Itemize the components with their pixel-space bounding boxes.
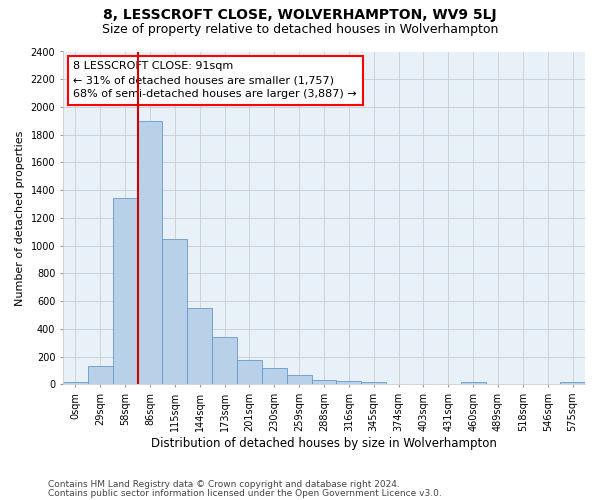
Bar	[337, 381, 361, 384]
Bar	[163, 238, 187, 384]
Bar	[287, 376, 311, 384]
Bar	[113, 198, 137, 384]
Text: 8 LESSCROFT CLOSE: 91sqm
← 31% of detached houses are smaller (1,757)
68% of sem: 8 LESSCROFT CLOSE: 91sqm ← 31% of detach…	[73, 62, 357, 100]
Bar	[63, 382, 88, 384]
Bar	[461, 382, 485, 384]
X-axis label: Distribution of detached houses by size in Wolverhampton: Distribution of detached houses by size …	[151, 437, 497, 450]
Bar	[137, 121, 163, 384]
Bar	[361, 382, 386, 384]
Y-axis label: Number of detached properties: Number of detached properties	[15, 130, 25, 306]
Text: Contains public sector information licensed under the Open Government Licence v3: Contains public sector information licen…	[48, 488, 442, 498]
Bar	[212, 337, 237, 384]
Bar	[560, 382, 585, 384]
Bar	[262, 368, 287, 384]
Bar	[187, 308, 212, 384]
Bar	[311, 380, 337, 384]
Text: 8, LESSCROFT CLOSE, WOLVERHAMPTON, WV9 5LJ: 8, LESSCROFT CLOSE, WOLVERHAMPTON, WV9 5…	[103, 8, 497, 22]
Bar	[237, 360, 262, 384]
Text: Contains HM Land Registry data © Crown copyright and database right 2024.: Contains HM Land Registry data © Crown c…	[48, 480, 400, 489]
Text: Size of property relative to detached houses in Wolverhampton: Size of property relative to detached ho…	[102, 22, 498, 36]
Bar	[88, 366, 113, 384]
